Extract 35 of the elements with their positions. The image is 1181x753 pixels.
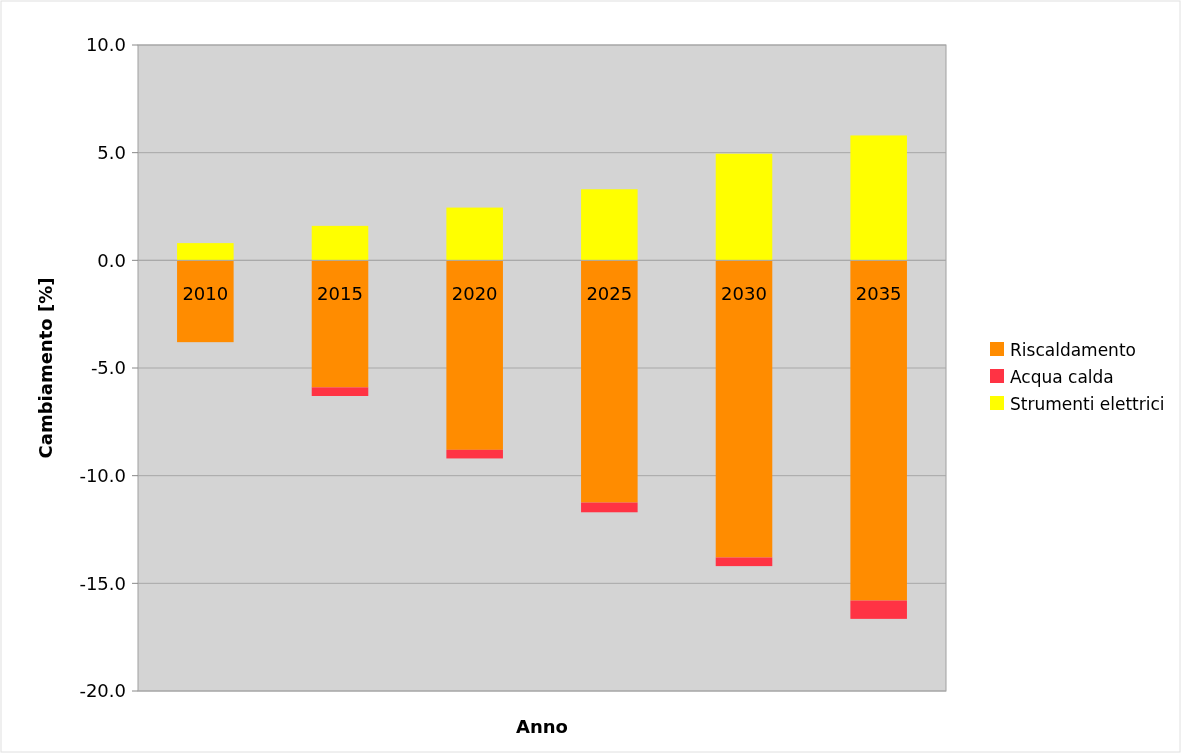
bar bbox=[177, 260, 234, 343]
bar bbox=[446, 207, 503, 261]
y-axis-title: Cambiamento [%] bbox=[35, 277, 56, 459]
bar bbox=[446, 260, 503, 450]
bar bbox=[177, 243, 234, 261]
x-axis-title: Anno bbox=[516, 716, 568, 737]
y-tick-label: 10.0 bbox=[85, 34, 126, 56]
x-tick-label: 2025 bbox=[586, 283, 633, 305]
bar bbox=[581, 260, 638, 503]
legend-label: Acqua calda bbox=[1010, 366, 1114, 387]
y-tick-label: 0.0 bbox=[97, 249, 126, 271]
y-tick-label: -5.0 bbox=[90, 357, 126, 379]
bar bbox=[311, 225, 369, 261]
y-tick-label: 5.0 bbox=[97, 141, 126, 163]
x-tick-label: 2015 bbox=[317, 283, 363, 305]
bar bbox=[311, 387, 369, 396]
x-tick-label: 2035 bbox=[855, 283, 902, 305]
x-tick-label: 2020 bbox=[451, 283, 498, 305]
bar bbox=[850, 135, 907, 261]
x-tick-label: 2030 bbox=[721, 283, 767, 305]
bar bbox=[850, 600, 907, 619]
bar bbox=[715, 153, 773, 261]
y-tick-label: -10.0 bbox=[79, 464, 126, 486]
bar bbox=[715, 260, 773, 558]
bar bbox=[581, 502, 638, 513]
bar bbox=[581, 189, 638, 261]
y-tick-label: -15.0 bbox=[79, 572, 126, 594]
bar bbox=[311, 260, 369, 388]
x-tick-label: 2010 bbox=[182, 283, 229, 305]
bar bbox=[446, 449, 503, 459]
bar bbox=[715, 557, 773, 567]
y-tick-label: -20.0 bbox=[79, 680, 126, 702]
legend-label: Strumenti elettrici bbox=[1010, 393, 1165, 414]
legend-label: Riscaldamento bbox=[1010, 339, 1136, 360]
bar bbox=[850, 260, 907, 601]
